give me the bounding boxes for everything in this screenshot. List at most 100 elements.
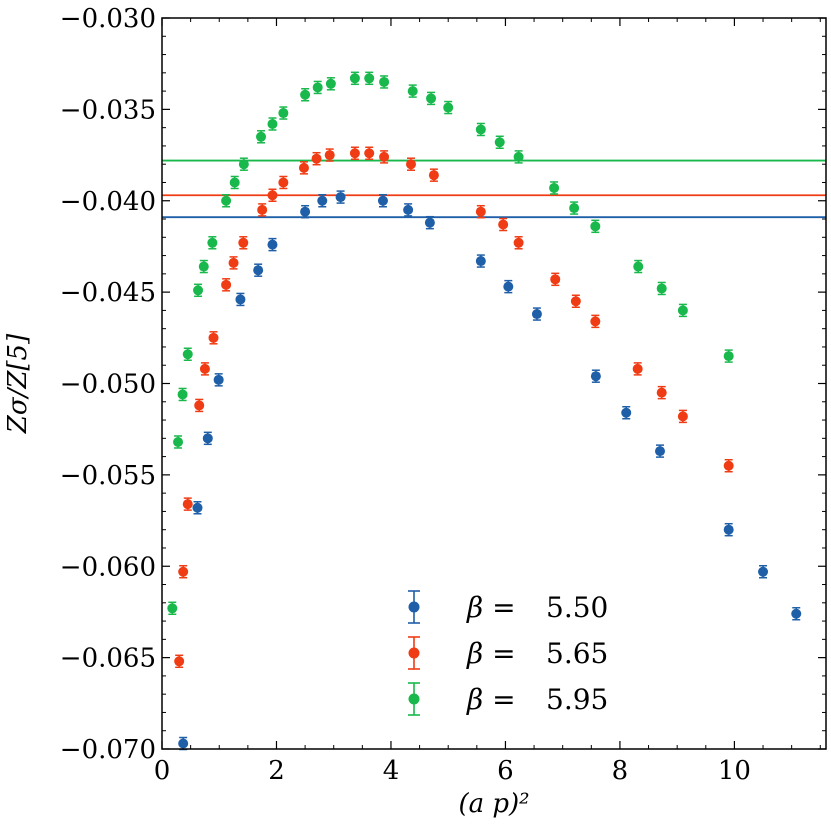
legend-label: β = xyxy=(466,637,516,670)
data-point-series-2 xyxy=(177,387,188,402)
data-point-series-1 xyxy=(379,150,390,164)
marker xyxy=(569,203,580,214)
marker xyxy=(475,124,486,135)
data-point-series-1 xyxy=(208,331,219,345)
data-point-series-0 xyxy=(235,292,246,307)
marker xyxy=(364,148,375,159)
marker xyxy=(494,137,505,148)
data-point-series-2 xyxy=(238,157,249,171)
marker xyxy=(257,204,268,215)
data-point-series-2 xyxy=(549,181,560,195)
marker xyxy=(590,221,601,232)
legend-entry-series-2: β = 5.95 xyxy=(408,682,608,716)
legend-value: 5.65 xyxy=(546,637,608,670)
marker xyxy=(167,603,178,614)
marker xyxy=(475,206,486,217)
data-point-series-1 xyxy=(182,497,193,511)
marker xyxy=(193,285,204,296)
legend-value: 5.50 xyxy=(546,591,608,624)
marker xyxy=(428,170,439,181)
marker xyxy=(178,566,189,577)
data-point-series-2 xyxy=(167,601,178,616)
marker xyxy=(317,195,328,206)
data-point-series-0 xyxy=(655,444,665,458)
marker xyxy=(723,524,734,535)
marker xyxy=(655,446,665,457)
marker xyxy=(513,237,524,248)
data-point-series-2 xyxy=(407,84,418,98)
data-point-series-1 xyxy=(199,362,210,376)
marker xyxy=(656,283,667,294)
marker xyxy=(182,349,193,360)
x-tick-label: 2 xyxy=(268,756,285,786)
data-point-series-0 xyxy=(253,263,264,277)
marker xyxy=(325,78,336,89)
data-point-series-0 xyxy=(791,607,802,621)
data-point-series-2 xyxy=(193,283,204,298)
data-point-series-0 xyxy=(723,522,734,537)
marker xyxy=(424,217,435,228)
marker xyxy=(335,192,346,203)
marker xyxy=(723,351,734,362)
data-point-series-1 xyxy=(428,168,439,182)
marker xyxy=(194,400,205,411)
legend-entry-series-0: β = 5.50 xyxy=(408,590,608,624)
marker xyxy=(221,279,232,290)
data-point-series-2 xyxy=(300,88,311,102)
data-point-series-0 xyxy=(300,204,311,219)
data-point-series-2 xyxy=(656,281,667,296)
data-point-series-0 xyxy=(758,564,769,579)
marker xyxy=(531,309,542,320)
data-point-series-0 xyxy=(192,501,203,515)
marker xyxy=(199,363,210,374)
marker xyxy=(198,261,209,272)
data-point-series-1 xyxy=(513,236,524,250)
y-tick-label: −0.030 xyxy=(60,4,156,34)
marker xyxy=(207,237,218,248)
marker xyxy=(221,195,232,206)
y-tick-label: −0.050 xyxy=(60,370,156,400)
marker xyxy=(324,150,335,161)
marker xyxy=(656,387,667,398)
data-point-series-1 xyxy=(498,217,509,232)
data-point-series-0 xyxy=(213,373,224,387)
marker xyxy=(267,190,278,201)
legend: β = 5.50 β = 5.65 β = 5.95 xyxy=(408,590,608,716)
legend-marker xyxy=(408,647,420,659)
data-point-series-1 xyxy=(278,175,289,190)
marker xyxy=(192,502,203,513)
data-point-series-1 xyxy=(723,458,734,473)
data-point-series-2 xyxy=(590,219,601,234)
axis-ticks xyxy=(161,17,826,750)
legend-marker xyxy=(408,601,420,613)
data-point-series-2 xyxy=(723,349,734,363)
data-point-series-2 xyxy=(494,135,505,150)
y-tick-label: −0.040 xyxy=(60,187,156,217)
data-point-series-1 xyxy=(364,146,375,160)
data-point-series-2 xyxy=(221,194,232,208)
marker xyxy=(550,274,561,285)
data-point-series-0 xyxy=(178,736,189,751)
data-point-series-1 xyxy=(178,564,189,579)
x-tick-label: 0 xyxy=(154,756,171,786)
marker xyxy=(632,363,643,374)
data-point-series-0 xyxy=(202,431,213,446)
marker xyxy=(426,93,437,104)
marker xyxy=(267,239,278,250)
marker xyxy=(238,237,249,248)
data-point-series-2 xyxy=(278,106,289,120)
marker xyxy=(677,411,688,422)
marker xyxy=(590,371,601,382)
marker xyxy=(677,305,688,316)
legend-entry-series-1: β = 5.65 xyxy=(408,636,608,670)
y-axis-label: Zσ/Z[5] xyxy=(3,333,33,434)
y-tick-label: −0.055 xyxy=(60,461,156,491)
data-point-series-1 xyxy=(298,161,309,175)
marker xyxy=(549,182,560,193)
data-point-series-0 xyxy=(317,194,328,208)
data-point-series-1 xyxy=(238,236,249,250)
data-point-series-2 xyxy=(267,117,278,131)
data-point-series-0 xyxy=(503,279,514,294)
data-point-series-1 xyxy=(194,398,205,413)
